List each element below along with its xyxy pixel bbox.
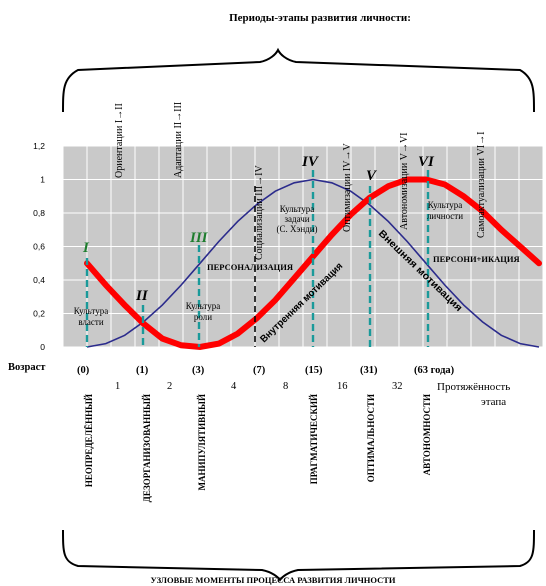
duration-label: Протяжённость этапа (437, 381, 513, 408)
y-tick-label: 0,8 (33, 208, 45, 218)
node-moment-3: МАНИПУЛЯТИВНЫЙ (197, 394, 207, 490)
age-0: (0) (77, 365, 90, 376)
duration-2: 2 (167, 381, 172, 392)
bottom-caption: УЗЛОВЫЕ МОМЕНТЫ ПРОЦЕССА РАЗВИТИЯ ЛИЧНОС… (150, 575, 395, 585)
stage-numeral-3: III (189, 230, 209, 246)
node-moment-5: ОПТИМАЛЬНОСТИ (366, 394, 376, 482)
y-tick-label: 0,4 (33, 275, 45, 285)
age-3: (3) (192, 365, 205, 376)
duration-16: 16 (337, 381, 348, 392)
top-brace (62, 47, 535, 113)
age-7: (7) (253, 365, 266, 376)
stage-numeral-6: VI (418, 154, 435, 170)
age-15: (15) (305, 365, 323, 376)
duration-32: 32 (392, 381, 403, 392)
period-label-6: Самоактуализации VI→I (476, 132, 487, 238)
age-1: (1) (136, 365, 149, 376)
duration-4: 4 (231, 381, 237, 392)
y-tick-label: 0 (40, 342, 45, 352)
period-label-3: Социализации III→IV (254, 164, 265, 260)
node-moment-6: АВТОНОМНОСТИ (422, 394, 432, 475)
duration-1: 1 (115, 381, 120, 392)
node-moment-2: ДЕЗОРГАНИЗОВАННЫЙ (142, 394, 152, 502)
y-tick-label: 0,6 (33, 242, 45, 252)
y-tick-label: 1,2 (33, 141, 45, 151)
age-63: (63 года) (414, 365, 455, 376)
stage-numeral-5: V (366, 168, 378, 184)
culture-label-role: Культура роли (186, 301, 221, 322)
culture-label-personality: Культура личности (427, 200, 463, 221)
y-tick-label: 0,2 (33, 309, 45, 319)
period-label-4: Оптимизации IV→V (342, 143, 353, 232)
blue-curve (86, 178, 540, 348)
age-axis-label: Возраст (8, 362, 46, 373)
period-label-2: Адаптации II→III (173, 102, 184, 178)
duration-8: 8 (283, 381, 288, 392)
stage-markers (85, 170, 430, 347)
bottom-brace (62, 529, 535, 582)
y-tick-label: 1 (40, 175, 45, 185)
y-axis-ticks: 1,2 1 0,8 0,6 0,4 0,2 0 (33, 141, 45, 352)
node-moment-1: НЕОПРЕДЕЛЁННЫЙ (84, 394, 94, 487)
culture-label-power: Культура власти (74, 306, 109, 327)
personalization-label: ПЕРСОНАЛИЗАЦИЯ (207, 262, 293, 272)
stage-numeral-2: II (135, 288, 149, 304)
stage-numeral-1: I (82, 240, 90, 256)
red-curve (84, 176, 542, 351)
culture-label-task: Культура задачи (С. Хэнди) (276, 204, 317, 234)
age-31: (31) (360, 365, 378, 376)
period-label-5: Автономизации V→VI (399, 133, 410, 231)
node-moment-4: ПРАГМАТИЧЕСКИЙ (309, 394, 319, 484)
stage-numeral-4: IV (301, 154, 320, 170)
personification-label: ПЕРСОНИ+ИКАЦИЯ (433, 254, 520, 264)
period-label-1: Ориентации I→II (114, 103, 125, 178)
diagram-title: Периоды-этапы развития личности: (229, 12, 411, 24)
